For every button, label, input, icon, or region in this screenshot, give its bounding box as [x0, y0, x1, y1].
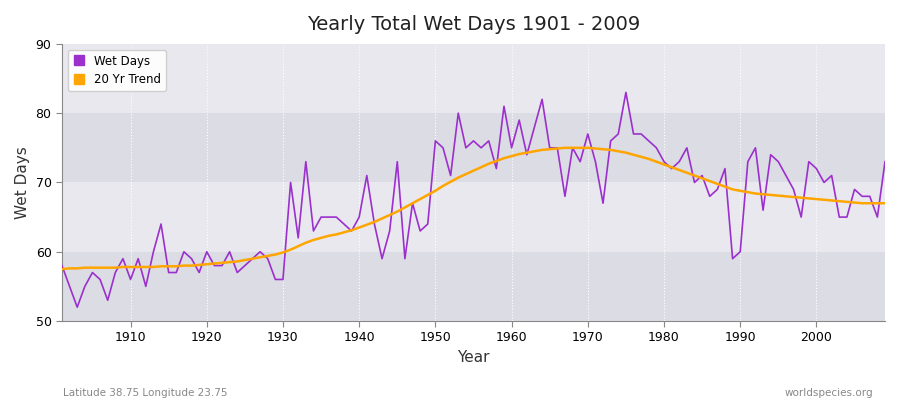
Bar	[62, 252, 885, 321]
Title: Yearly Total Wet Days 1901 - 2009: Yearly Total Wet Days 1901 - 2009	[307, 15, 640, 34]
Bar	[62, 113, 885, 182]
Legend: Wet Days, 20 Yr Trend: Wet Days, 20 Yr Trend	[68, 50, 166, 91]
X-axis label: Year: Year	[457, 350, 490, 365]
Text: Latitude 38.75 Longitude 23.75: Latitude 38.75 Longitude 23.75	[63, 388, 228, 398]
Bar	[62, 182, 885, 252]
Bar	[62, 44, 885, 113]
Text: worldspecies.org: worldspecies.org	[785, 388, 873, 398]
Y-axis label: Wet Days: Wet Days	[15, 146, 30, 219]
